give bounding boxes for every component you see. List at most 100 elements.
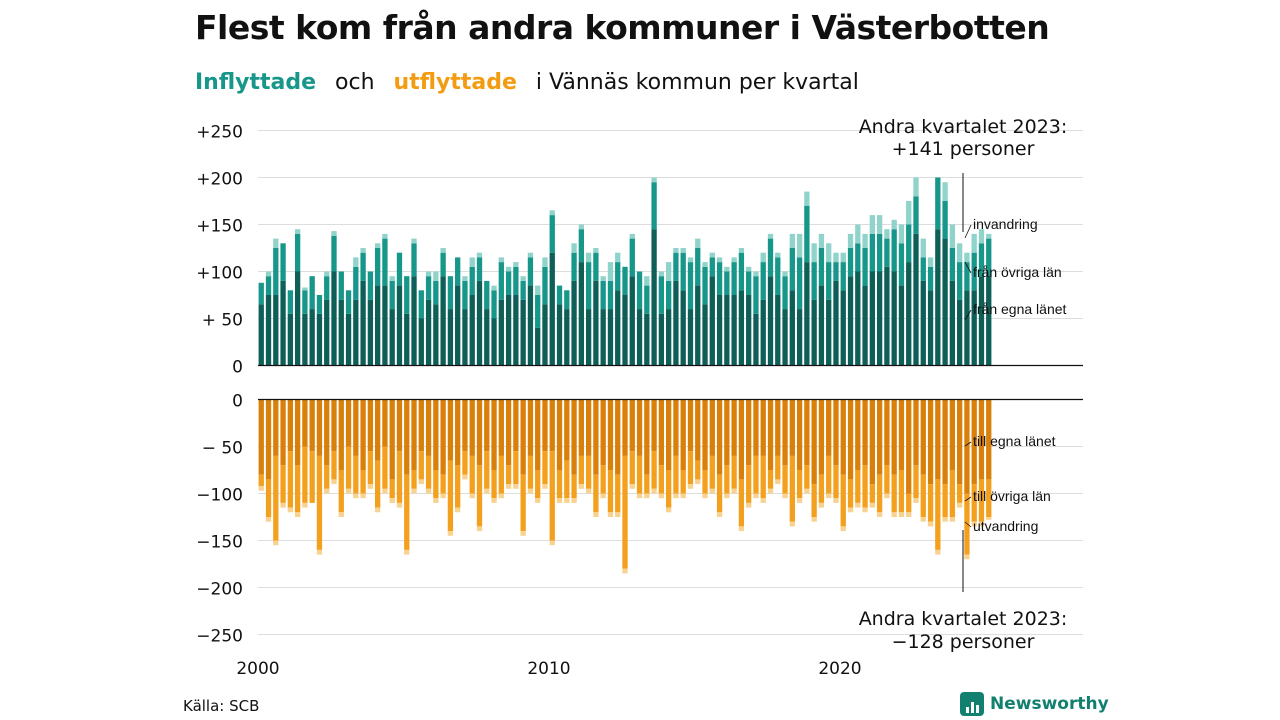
- bar-in-0: [876, 271, 883, 366]
- bar-in-2: [738, 248, 745, 253]
- bar-in-2: [884, 229, 890, 239]
- bar-out-0: [425, 399, 432, 456]
- bar-out-1: [716, 474, 723, 513]
- bar-out-1: [294, 465, 301, 513]
- bar-in-0: [389, 309, 395, 366]
- bar-in-2: [658, 271, 665, 277]
- bar-out-0: [746, 399, 752, 466]
- bar-in-1: [695, 248, 701, 286]
- bar-out-1: [971, 484, 977, 522]
- bar-in-0: [964, 290, 970, 366]
- bar-in-0: [287, 313, 293, 366]
- bar-out-0: [520, 399, 526, 475]
- bar-in-0: [840, 290, 846, 366]
- bar-in-2: [571, 243, 577, 253]
- bar-out-2: [695, 479, 701, 485]
- bar-in-2: [651, 177, 657, 183]
- bar-out-2: [644, 493, 650, 499]
- y-tick-label: − 50: [202, 439, 243, 459]
- bar-out-0: [556, 399, 563, 470]
- bar-out-0: [731, 399, 737, 456]
- annotation-bottom-line1: Andra kvartalet 2023:: [859, 608, 1068, 630]
- bar-in-1: [324, 276, 330, 300]
- bar-out-0: [418, 399, 424, 452]
- bar-in-1: [760, 262, 766, 300]
- bars: [258, 177, 992, 574]
- bar-out-0: [811, 399, 817, 485]
- bar-in-0: [280, 280, 286, 366]
- brand-logo[interactable]: Newsworthy: [960, 692, 1109, 716]
- bar-out-2: [986, 517, 992, 520]
- bar-in-2: [869, 215, 875, 234]
- bar-out-2: [716, 512, 723, 517]
- bar-out-0: [986, 399, 992, 480]
- bar-out-2: [498, 493, 504, 499]
- bar-out-0: [680, 399, 686, 470]
- bar-out-2: [411, 488, 417, 494]
- bar-out-1: [906, 493, 912, 513]
- y-tick-label: +150: [196, 217, 243, 237]
- bar-out-1: [862, 465, 868, 508]
- bar-in-2: [411, 238, 417, 244]
- bar-out-0: [316, 399, 323, 456]
- bar-in-0: [302, 313, 308, 366]
- bar-in-2: [760, 252, 766, 263]
- series-label: invandring: [973, 216, 1038, 232]
- bar-in-0: [484, 309, 490, 366]
- bar-in-0: [673, 280, 679, 366]
- bar-out-2: [265, 517, 272, 522]
- bar-in-1: [673, 252, 679, 281]
- bar-out-1: [462, 451, 468, 475]
- bar-out-2: [382, 488, 388, 494]
- bar-out-0: [535, 399, 541, 470]
- bar-out-0: [280, 399, 286, 466]
- bar-in-0: [425, 299, 432, 366]
- subtitle-och: och: [335, 70, 375, 95]
- bar-out-2: [484, 488, 490, 494]
- bar-out-2: [862, 507, 868, 513]
- bar-in-0: [847, 276, 854, 366]
- bar-out-1: [826, 455, 832, 494]
- bar-out-0: [978, 399, 985, 480]
- bar-in-1: [636, 271, 643, 310]
- bar-in-1: [716, 262, 723, 295]
- bar-out-2: [345, 488, 352, 494]
- annotation-bottom-line2: −128 personer: [892, 631, 1035, 653]
- bar-in-0: [520, 299, 526, 366]
- bar-out-1: [447, 460, 454, 532]
- bar-out-1: [513, 451, 519, 485]
- bar-out-1: [673, 455, 679, 494]
- bar-out-0: [702, 399, 708, 470]
- bar-out-2: [789, 521, 795, 527]
- bar-out-2: [338, 512, 344, 517]
- bar-out-2: [433, 498, 439, 503]
- bar-out-1: [324, 465, 330, 489]
- y-tick-label: + 50: [202, 311, 243, 331]
- bar-out-1: [876, 474, 883, 513]
- bar-in-2: [804, 191, 810, 206]
- bar-out-2: [971, 521, 977, 527]
- bar-in-0: [469, 295, 475, 366]
- bar-out-1: [913, 465, 919, 499]
- bar-in-1: [404, 276, 410, 314]
- series-label: från övriga län: [973, 264, 1062, 280]
- bar-out-2: [898, 512, 905, 517]
- bar-in-1: [600, 280, 606, 310]
- bar-in-0: [651, 229, 657, 366]
- bar-out-0: [935, 399, 941, 480]
- bar-out-1: [767, 470, 774, 489]
- bar-in-0: [265, 295, 272, 366]
- bar-out-0: [964, 399, 970, 494]
- bar-out-1: [527, 455, 534, 489]
- bar-in-2: [527, 252, 534, 258]
- bar-in-1: [527, 257, 534, 286]
- bar-out-2: [913, 498, 919, 503]
- bar-out-0: [549, 399, 555, 452]
- bar-in-0: [906, 262, 912, 366]
- bar-out-1: [796, 470, 803, 499]
- bar-out-1: [927, 484, 934, 522]
- bar-out-0: [593, 399, 599, 475]
- bar-in-2: [440, 248, 446, 253]
- bar-out-0: [440, 399, 446, 475]
- bar-out-0: [753, 399, 759, 456]
